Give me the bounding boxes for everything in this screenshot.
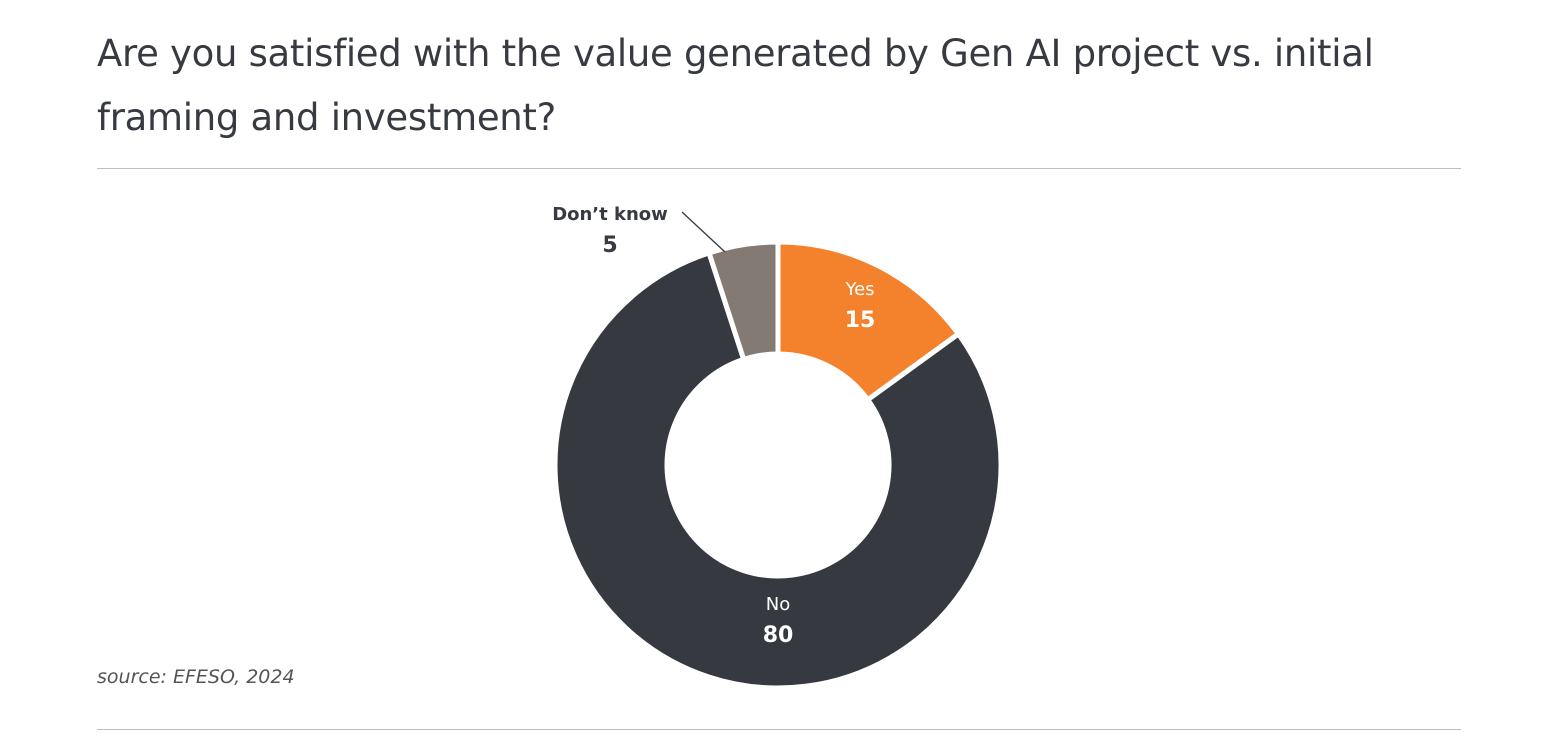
- slice-don-t-know: [705, 239, 781, 363]
- slice-no: [552, 249, 1004, 691]
- chart-title: Are you satisfied with the value generat…: [97, 32, 1374, 139]
- leader-line: [681, 211, 726, 253]
- top-divider: [97, 168, 1461, 169]
- slice-value: 15: [845, 308, 876, 333]
- slice-label: No: [766, 594, 790, 615]
- slice-value: 80: [763, 623, 794, 648]
- slice-label: Don’t know: [552, 204, 668, 225]
- slice-label: Yes: [844, 279, 874, 300]
- source-note: source: EFESO, 2024: [97, 666, 295, 688]
- slice-yes: [775, 239, 962, 404]
- slice-value: 5: [602, 233, 617, 258]
- bottom-divider: [97, 729, 1461, 730]
